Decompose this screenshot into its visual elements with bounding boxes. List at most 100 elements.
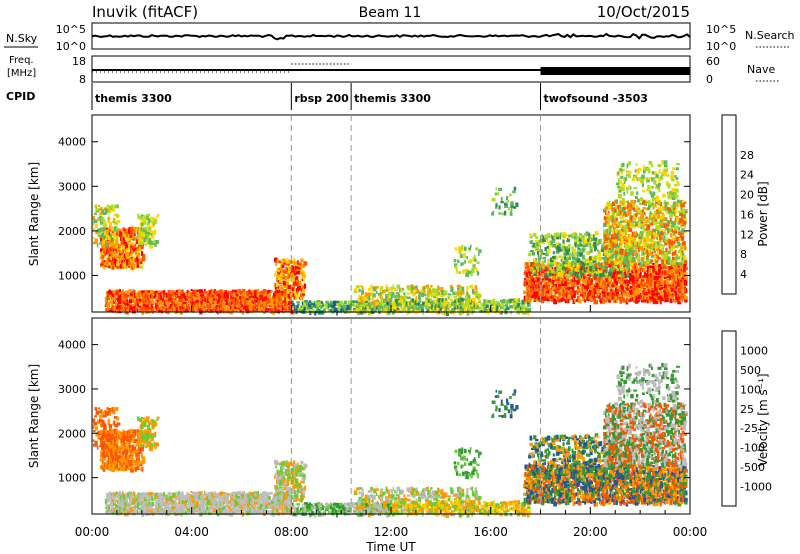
power-cell bbox=[540, 281, 543, 284]
power-cell bbox=[527, 308, 532, 312]
power-cell bbox=[370, 284, 373, 289]
power-cell bbox=[552, 279, 556, 282]
power-cell bbox=[194, 294, 196, 297]
power-cell bbox=[633, 285, 636, 288]
power-cell bbox=[192, 308, 195, 313]
power-cell bbox=[623, 208, 626, 214]
power-cell bbox=[597, 272, 601, 277]
power-cell bbox=[581, 277, 583, 281]
power-cell bbox=[606, 276, 611, 280]
power-cell bbox=[571, 282, 573, 286]
power-cell bbox=[675, 293, 677, 298]
power-cell bbox=[643, 268, 646, 273]
power-cell bbox=[580, 234, 584, 240]
power-cell bbox=[495, 309, 499, 312]
power-cell bbox=[528, 251, 531, 254]
power-cell bbox=[635, 275, 638, 281]
power-cell bbox=[123, 253, 127, 259]
power-cell bbox=[658, 289, 662, 294]
power-cell bbox=[414, 301, 418, 305]
power-cell bbox=[216, 300, 219, 304]
power-cell bbox=[143, 220, 147, 225]
power-cell bbox=[683, 264, 687, 267]
power-cell bbox=[652, 268, 655, 273]
power-cell bbox=[281, 269, 285, 274]
power-cell bbox=[111, 263, 116, 268]
power-cell bbox=[352, 300, 357, 303]
power-cell bbox=[278, 293, 283, 298]
power-cell bbox=[660, 223, 664, 226]
power-cell bbox=[140, 226, 143, 231]
power-cell bbox=[261, 305, 264, 311]
power-cell bbox=[553, 299, 557, 305]
power-cell bbox=[353, 308, 357, 311]
power-cell bbox=[560, 283, 565, 286]
power-cell bbox=[285, 281, 289, 284]
power-cell bbox=[674, 266, 679, 271]
power-cell bbox=[550, 297, 554, 302]
power-cell bbox=[145, 303, 149, 309]
power-cell bbox=[667, 228, 669, 234]
power-cell bbox=[545, 281, 549, 287]
power-cell bbox=[470, 305, 474, 310]
power-cell bbox=[380, 286, 384, 290]
power-cell bbox=[247, 307, 250, 312]
power-cell bbox=[645, 200, 648, 204]
power-cell bbox=[653, 231, 655, 236]
power-cell bbox=[668, 249, 671, 254]
power-cell bbox=[583, 271, 587, 275]
power-cell bbox=[261, 296, 265, 302]
power-cell bbox=[219, 293, 222, 299]
power-cell bbox=[530, 285, 534, 290]
power-cell bbox=[628, 226, 633, 232]
power-cell bbox=[296, 301, 300, 304]
power-cell bbox=[211, 309, 214, 313]
power-cell bbox=[612, 265, 616, 270]
power-cell bbox=[653, 229, 658, 232]
power-cell bbox=[425, 305, 428, 310]
power-cell bbox=[249, 302, 251, 306]
power-cell bbox=[602, 262, 606, 266]
power-cell bbox=[628, 245, 631, 249]
power-cell bbox=[598, 270, 602, 274]
power-cell bbox=[127, 253, 130, 258]
power-cell bbox=[456, 305, 459, 310]
power-cell bbox=[651, 202, 654, 206]
power-cell bbox=[530, 240, 534, 245]
power-cell bbox=[559, 235, 561, 240]
power-cell bbox=[254, 290, 257, 295]
power-cell bbox=[94, 204, 98, 209]
power-cell bbox=[287, 284, 292, 290]
power-cell bbox=[177, 306, 181, 311]
power-cell bbox=[192, 303, 196, 308]
power-cell bbox=[535, 245, 540, 250]
power-cell bbox=[619, 279, 623, 284]
power-cell bbox=[590, 234, 594, 238]
power-cell bbox=[573, 293, 576, 299]
power-cell bbox=[615, 242, 618, 246]
power-cell bbox=[275, 270, 279, 274]
power-cell bbox=[484, 303, 488, 306]
power-cell bbox=[541, 252, 544, 255]
power-cell bbox=[131, 262, 134, 268]
power-cell bbox=[572, 253, 576, 258]
beam-title: Beam 11 bbox=[359, 5, 422, 21]
power-cell bbox=[625, 232, 628, 235]
power-cell bbox=[154, 290, 159, 295]
power-cell bbox=[116, 246, 119, 250]
power-cell bbox=[658, 275, 663, 278]
power-cell bbox=[629, 262, 633, 266]
power-cell bbox=[675, 279, 680, 284]
power-cell bbox=[398, 303, 402, 307]
power-cell bbox=[559, 295, 562, 300]
power-cell bbox=[567, 261, 571, 267]
power-cell bbox=[634, 239, 637, 244]
power-cell bbox=[634, 299, 639, 304]
power-cell bbox=[103, 222, 107, 228]
power-cell bbox=[196, 291, 198, 297]
power-cell bbox=[125, 266, 128, 269]
power-cell bbox=[594, 276, 597, 280]
freq-block bbox=[540, 67, 690, 75]
power-cell bbox=[647, 237, 650, 242]
power-cell bbox=[403, 301, 407, 306]
